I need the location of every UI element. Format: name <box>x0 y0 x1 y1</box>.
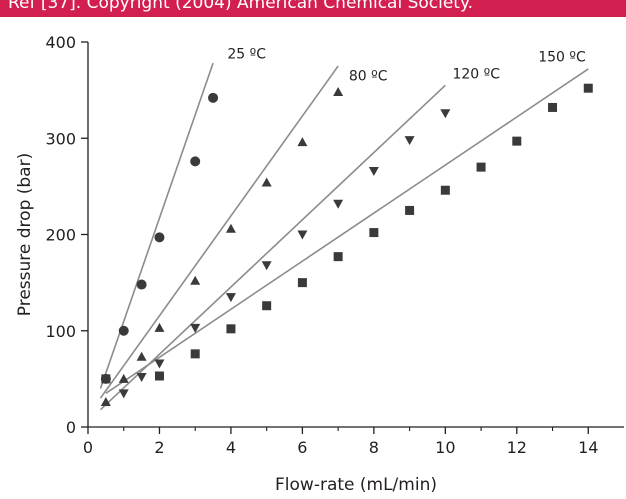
y-tick-label: 200 <box>45 226 76 245</box>
data-point <box>118 373 129 383</box>
data-point <box>101 374 111 384</box>
data-point <box>208 92 219 103</box>
x-axis-title: Flow-rate (mL/min) <box>275 475 437 495</box>
x-tick-label: 14 <box>578 438 598 457</box>
data-point <box>404 136 415 146</box>
y-tick-label: 0 <box>66 418 76 437</box>
data-point <box>226 324 236 334</box>
fit-line <box>99 84 446 411</box>
data-point <box>369 228 379 238</box>
data-points <box>100 83 593 406</box>
data-point <box>548 102 558 112</box>
data-point <box>154 322 165 332</box>
fit-lines <box>99 62 589 411</box>
data-point <box>136 279 147 290</box>
y-tick-label: 300 <box>45 129 76 148</box>
x-tick-label: 12 <box>507 438 527 457</box>
data-point <box>154 371 164 381</box>
data-point <box>225 223 236 233</box>
data-point <box>190 349 200 359</box>
data-point <box>368 166 379 176</box>
fit-line <box>99 62 214 389</box>
x-tick-label: 0 <box>83 438 93 457</box>
x-tick-label: 8 <box>369 438 379 457</box>
data-point <box>136 351 147 361</box>
data-point <box>136 372 147 382</box>
data-point <box>297 230 308 240</box>
data-point <box>440 185 450 195</box>
caption-banner: Ref [37]. Copyright (2004) American Chem… <box>0 0 626 17</box>
fit-line <box>99 65 339 399</box>
data-point <box>333 252 343 262</box>
data-point <box>333 87 344 97</box>
axes: 0 2 4 6 8 10 12 14 0 100 200 300 400 <box>45 33 624 457</box>
data-point <box>297 137 308 147</box>
series-label: 80 ºC <box>349 69 388 85</box>
data-point <box>190 156 201 167</box>
x-tick-label: 4 <box>226 438 236 457</box>
data-point <box>154 232 165 243</box>
data-point <box>261 261 272 271</box>
data-point <box>297 278 307 288</box>
data-point <box>405 205 415 215</box>
data-point <box>333 199 344 209</box>
series-label: 120 ºC <box>452 67 500 83</box>
data-point <box>118 389 129 399</box>
data-point <box>190 275 201 285</box>
data-point <box>583 83 593 93</box>
y-tick-label: 400 <box>45 33 76 52</box>
data-point <box>261 177 272 187</box>
x-tick-label: 6 <box>297 438 307 457</box>
caption-text: Ref [37]. Copyright (2004) American Chem… <box>8 0 474 13</box>
series-labels: 25 ºC 80 ºC 120 ºC 150 ºC <box>227 46 586 84</box>
data-point <box>118 325 129 336</box>
fit-line <box>105 68 589 394</box>
data-point <box>154 359 165 369</box>
series-label: 25 ºC <box>227 46 266 62</box>
data-point <box>476 162 486 172</box>
data-point <box>100 396 111 406</box>
x-tick-label: 2 <box>154 438 164 457</box>
data-point <box>225 293 236 303</box>
data-point <box>262 301 272 311</box>
data-point <box>440 109 451 119</box>
y-axis-title: Pressure drop (bar) <box>15 153 35 316</box>
x-tick-label: 10 <box>435 438 455 457</box>
data-point <box>190 323 201 333</box>
series-label: 150 ºC <box>538 49 586 65</box>
data-point <box>512 136 522 146</box>
y-tick-label: 100 <box>45 322 76 341</box>
